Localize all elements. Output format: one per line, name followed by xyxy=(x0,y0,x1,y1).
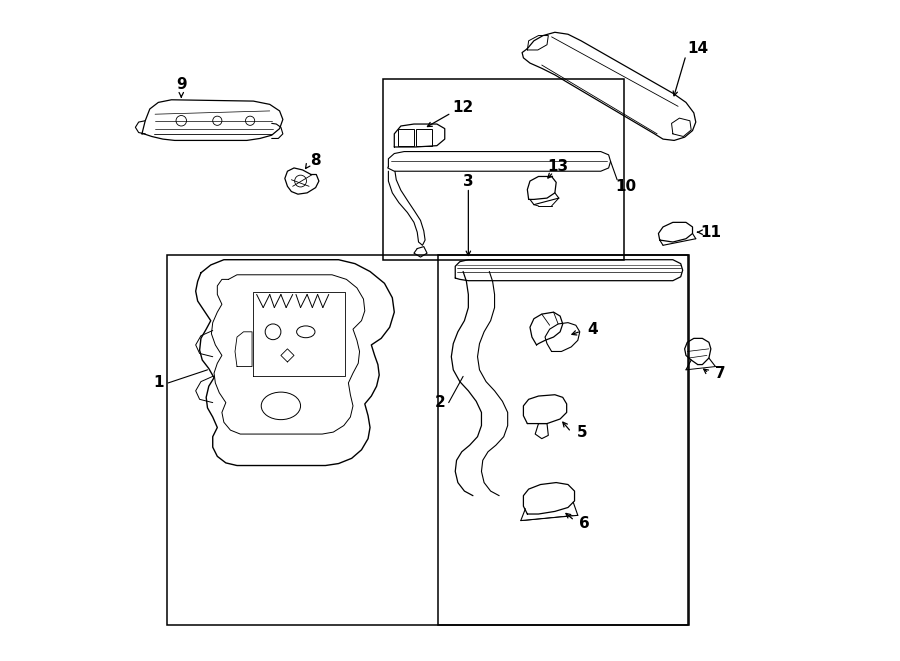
Bar xyxy=(398,129,414,145)
Text: 14: 14 xyxy=(688,41,708,56)
Bar xyxy=(438,255,688,625)
Text: 9: 9 xyxy=(176,77,186,92)
Text: 7: 7 xyxy=(715,366,725,381)
Text: 4: 4 xyxy=(588,322,598,336)
Bar xyxy=(416,129,432,145)
Text: 12: 12 xyxy=(453,100,473,115)
Bar xyxy=(383,79,625,260)
Bar xyxy=(166,255,688,625)
Text: 2: 2 xyxy=(435,395,446,410)
Text: 5: 5 xyxy=(577,424,588,440)
Text: 11: 11 xyxy=(700,225,722,240)
Text: 10: 10 xyxy=(615,179,636,194)
Text: 3: 3 xyxy=(463,174,473,188)
Text: 1: 1 xyxy=(153,375,164,391)
Text: 8: 8 xyxy=(310,153,321,168)
Text: 13: 13 xyxy=(547,159,569,174)
Text: 6: 6 xyxy=(579,516,590,531)
